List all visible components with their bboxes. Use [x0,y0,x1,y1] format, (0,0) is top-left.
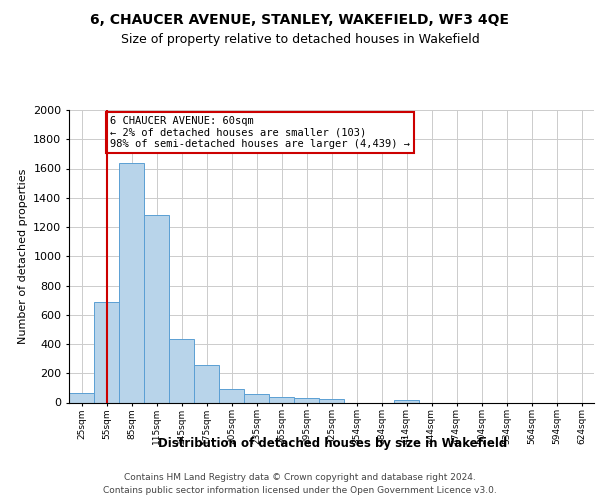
Text: Distribution of detached houses by size in Wakefield: Distribution of detached houses by size … [158,438,508,450]
Text: Contains HM Land Registry data © Crown copyright and database right 2024.: Contains HM Land Registry data © Crown c… [124,472,476,482]
Bar [394,400,419,402]
Bar [69,393,94,402]
Text: 6, CHAUCER AVENUE, STANLEY, WAKEFIELD, WF3 4QE: 6, CHAUCER AVENUE, STANLEY, WAKEFIELD, W… [91,12,509,26]
Text: 6 CHAUCER AVENUE: 60sqm
← 2% of detached houses are smaller (103)
98% of semi-de: 6 CHAUCER AVENUE: 60sqm ← 2% of detached… [110,116,410,149]
Bar [144,214,169,402]
Bar [319,399,344,402]
Bar [294,398,319,402]
Text: Size of property relative to detached houses in Wakefield: Size of property relative to detached ho… [121,32,479,46]
Text: Contains public sector information licensed under the Open Government Licence v3: Contains public sector information licen… [103,486,497,495]
Bar [169,339,194,402]
Bar [244,394,269,402]
Bar [219,390,244,402]
Bar [119,162,144,402]
Bar [94,302,119,402]
Bar [269,396,294,402]
Y-axis label: Number of detached properties: Number of detached properties [17,168,28,344]
Bar [194,365,219,403]
